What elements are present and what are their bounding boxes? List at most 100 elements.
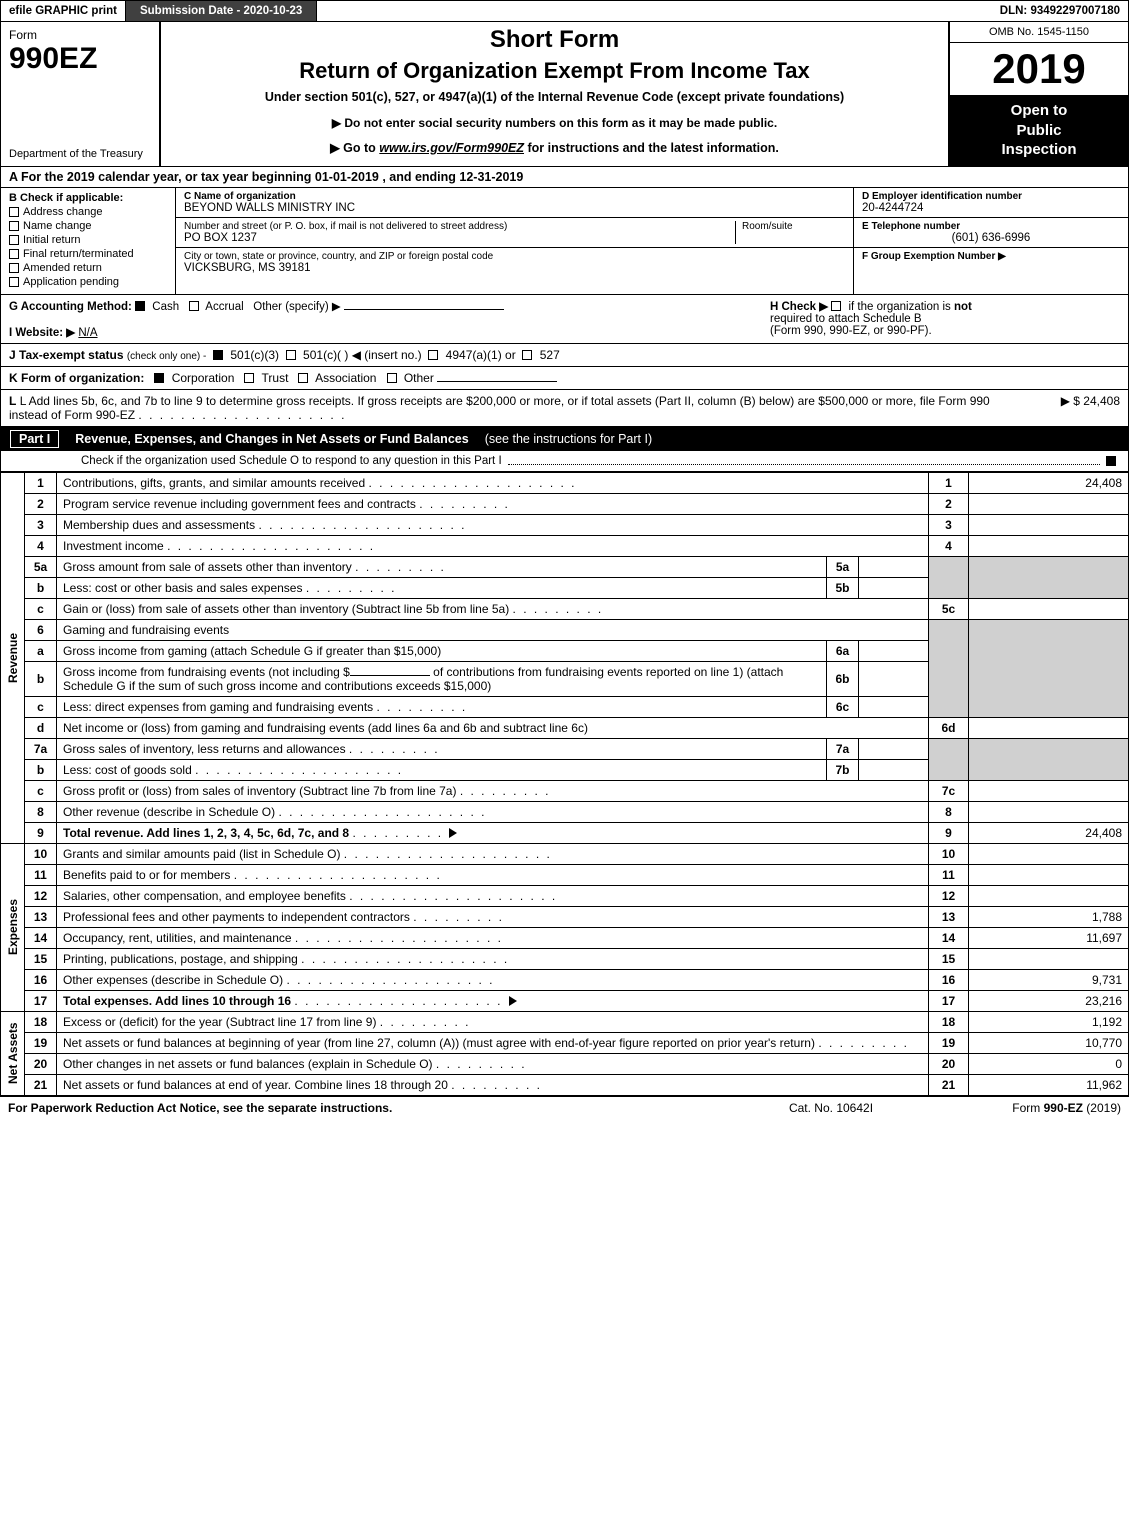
ein-label: D Employer identification number: [862, 191, 1120, 202]
part-i-title: Revenue, Expenses, and Changes in Net As…: [75, 432, 468, 446]
form-header: Form 990EZ Department of the Treasury Sh…: [0, 22, 1129, 167]
l-amount: ▶ $ 24,408: [1000, 394, 1120, 422]
org-city-label: City or town, state or province, country…: [184, 251, 845, 262]
line1-text: Contributions, gifts, grants, and simila…: [57, 472, 929, 493]
goto-link[interactable]: www.irs.gov/Form990EZ: [379, 141, 524, 155]
cb-cash[interactable]: [135, 301, 145, 311]
line7b-text: Less: cost of goods sold . . . . . . . .…: [57, 759, 827, 780]
val-18: 1,192: [969, 1011, 1129, 1032]
form-word: Form: [9, 28, 151, 42]
val-16: 9,731: [969, 969, 1129, 990]
org-name: BEYOND WALLS MINISTRY INC: [184, 202, 845, 214]
h-block: H Check ▶ if the organization is not req…: [770, 299, 1120, 337]
cb-initial-return[interactable]: Initial return: [9, 234, 167, 246]
b-label: B Check if applicable:: [9, 192, 167, 204]
g-h-row: G Accounting Method: Cash Accrual Other …: [0, 295, 1129, 344]
part-i-check-text: Check if the organization used Schedule …: [81, 455, 502, 467]
cb-amended-return[interactable]: Amended return: [9, 262, 167, 274]
val-19: 10,770: [969, 1032, 1129, 1053]
org-addr: PO BOX 1237: [184, 232, 735, 244]
cb-name-change[interactable]: Name change: [9, 220, 167, 232]
footer-mid: Cat. No. 10642I: [741, 1101, 921, 1115]
footer-left: For Paperwork Reduction Act Notice, see …: [8, 1101, 741, 1115]
rot-revenue: Revenue: [1, 472, 25, 843]
cb-501c3[interactable]: [213, 350, 223, 360]
j-row: J Tax-exempt status (check only one) - 5…: [0, 344, 1129, 367]
val-9: 24,408: [969, 822, 1129, 843]
line9-text: Total revenue. Add lines 1, 2, 3, 4, 5c,…: [57, 822, 929, 843]
tax-year-row: A For the 2019 calendar year, or tax yea…: [0, 167, 1129, 188]
goto-prefix: ▶ Go to: [330, 141, 379, 155]
org-name-row: C Name of organization BEYOND WALLS MINI…: [176, 188, 853, 218]
tri-icon: [449, 828, 457, 838]
website: N/A: [78, 327, 97, 339]
cb-h[interactable]: [831, 301, 841, 311]
val-6b: [859, 661, 929, 696]
tel: (601) 636-6996: [862, 232, 1120, 244]
cb-trust[interactable]: [244, 373, 254, 383]
cb-schedule-o[interactable]: [1106, 456, 1116, 466]
l-row: L L Add lines 5b, 6c, and 7b to line 9 t…: [0, 390, 1129, 427]
cb-final-return[interactable]: Final return/terminated: [9, 248, 167, 260]
goto-tail: for instructions and the latest informat…: [528, 141, 779, 155]
section-c: C Name of organization BEYOND WALLS MINI…: [176, 188, 853, 294]
val-20: 0: [969, 1053, 1129, 1074]
cb-address-change[interactable]: Address change: [9, 206, 167, 218]
cb-accrual[interactable]: [189, 301, 199, 311]
form-number: 990EZ: [9, 42, 151, 76]
line10-text: Grants and similar amounts paid (list in…: [57, 843, 929, 864]
part-i-note: (see the instructions for Part I): [485, 432, 652, 446]
part-i-check-row: Check if the organization used Schedule …: [0, 451, 1129, 472]
val-15: [969, 948, 1129, 969]
val-7b: [859, 759, 929, 780]
line7a-text: Gross sales of inventory, less returns a…: [57, 738, 827, 759]
subtitle: Under section 501(c), 527, or 4947(a)(1)…: [171, 90, 938, 104]
cb-assoc[interactable]: [298, 373, 308, 383]
org-city: VICKSBURG, MS 39181: [184, 262, 845, 274]
cb-501c[interactable]: [286, 350, 296, 360]
line3-text: Membership dues and assessments . . . . …: [57, 514, 929, 535]
omb: OMB No. 1545-1150: [950, 22, 1128, 43]
val-13: 1,788: [969, 906, 1129, 927]
val-21: 11,962: [969, 1074, 1129, 1095]
department: Department of the Treasury: [9, 148, 151, 160]
val-6c: [859, 696, 929, 717]
title-short: Short Form: [171, 26, 938, 54]
line6c-text: Less: direct expenses from gaming and fu…: [57, 696, 827, 717]
val-5c: [969, 598, 1129, 619]
cb-application-pending[interactable]: Application pending: [9, 276, 167, 288]
val-17: 23,216: [969, 990, 1129, 1011]
val-8: [969, 801, 1129, 822]
k-other-line[interactable]: [437, 381, 557, 382]
cb-corp[interactable]: [154, 373, 164, 383]
i-label: I Website: ▶: [9, 327, 75, 339]
goto-line: ▶ Go to www.irs.gov/Form990EZ for instru…: [171, 140, 938, 155]
val-7a: [859, 738, 929, 759]
tri-icon: [509, 996, 517, 1006]
cb-other-k[interactable]: [387, 373, 397, 383]
financial-table: Revenue 1 Contributions, gifts, grants, …: [0, 472, 1129, 1096]
efile-label[interactable]: efile GRAPHIC print: [1, 1, 126, 21]
tel-label: E Telephone number: [862, 221, 1120, 232]
topbar-spacer: [317, 1, 991, 21]
title-long: Return of Organization Exempt From Incom…: [171, 58, 938, 84]
tel-cell: E Telephone number (601) 636-6996: [854, 218, 1128, 248]
nbox-1: 1: [929, 472, 969, 493]
ein: 20-4244724: [862, 202, 1120, 214]
dln: DLN: 93492297007180: [992, 1, 1128, 21]
section-d-e-f: D Employer identification number 20-4244…: [853, 188, 1128, 294]
cb-527[interactable]: [522, 350, 532, 360]
org-addr-row: Number and street (or P. O. box, if mail…: [176, 218, 853, 248]
val-6d: [969, 717, 1129, 738]
ln-1: 1: [25, 472, 57, 493]
cb-4947[interactable]: [428, 350, 438, 360]
part-i-bar: Part I Revenue, Expenses, and Changes in…: [0, 427, 1129, 451]
line6a-text: Gross income from gaming (attach Schedul…: [57, 640, 827, 661]
val-1: 24,408: [969, 472, 1129, 493]
open-line3: Inspection: [954, 140, 1124, 160]
line6b-text: Gross income from fundraising events (no…: [57, 661, 827, 696]
footer: For Paperwork Reduction Act Notice, see …: [0, 1096, 1129, 1119]
val-4: [969, 535, 1129, 556]
other-specify-line[interactable]: [344, 309, 504, 310]
val-11: [969, 864, 1129, 885]
